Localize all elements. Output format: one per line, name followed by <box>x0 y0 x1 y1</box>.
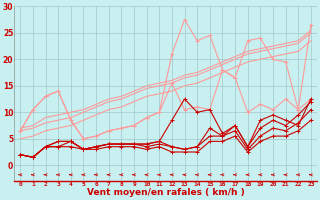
X-axis label: Vent moyen/en rafales ( km/h ): Vent moyen/en rafales ( km/h ) <box>87 188 244 197</box>
